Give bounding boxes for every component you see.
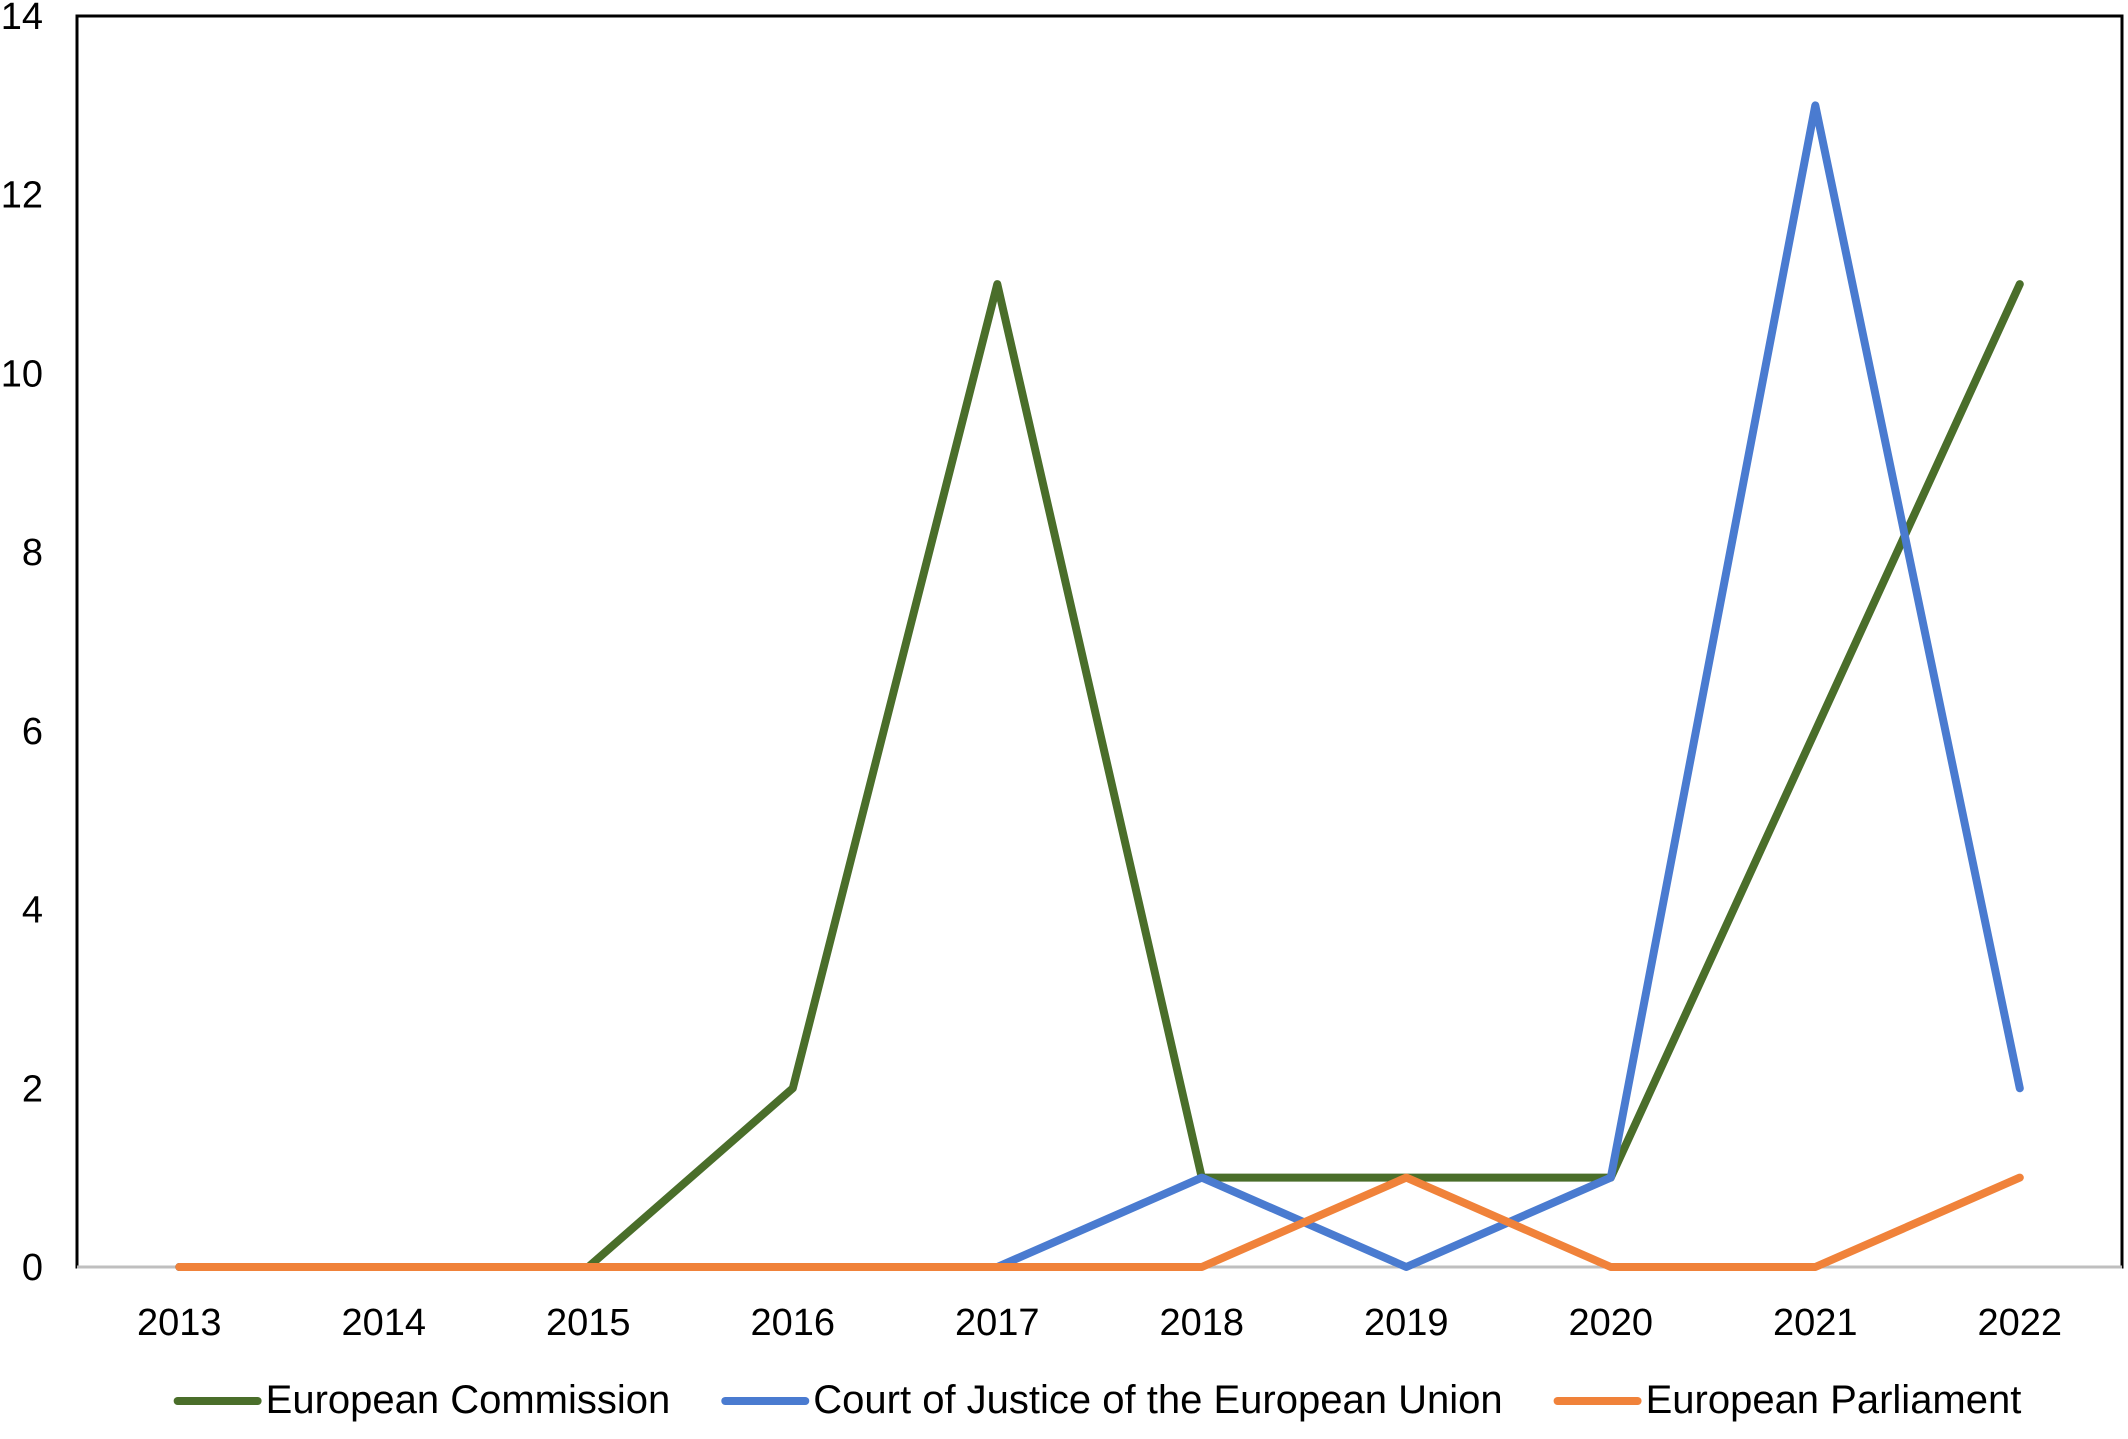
x-tick-label: 2019 <box>1364 1302 1449 1344</box>
y-tick-label: 10 <box>1 353 43 395</box>
series-line-2 <box>175 1173 2024 1271</box>
y-tick-label: 2 <box>22 1068 43 1110</box>
y-tick-label: 14 <box>1 0 43 38</box>
x-tick-label: 2014 <box>341 1302 426 1344</box>
legend-label: Court of Justice of the European Union <box>813 1378 1502 1422</box>
series-line-1 <box>175 101 2024 1271</box>
y-tick-label: 8 <box>22 532 43 574</box>
series-line-0 <box>175 280 2024 1271</box>
series-lines <box>175 101 2024 1271</box>
legend-item: Court of Justice of the European Union <box>721 1378 1503 1422</box>
x-tick-label: 2016 <box>750 1302 835 1344</box>
legend-label: European Commission <box>266 1378 671 1422</box>
legend: European Commission Court of Justice of t… <box>173 1378 2022 1422</box>
x-tick-label: 2013 <box>137 1302 222 1344</box>
x-tick-label: 2015 <box>546 1302 631 1344</box>
legend-item: European Commission <box>173 1378 671 1422</box>
x-tick-label: 2021 <box>1773 1302 1858 1344</box>
legend-item: European Parliament <box>1553 1378 2022 1422</box>
x-tick-label: 2018 <box>1159 1302 1244 1344</box>
y-tick-label: 0 <box>22 1247 43 1289</box>
x-tick-label: 2017 <box>955 1302 1040 1344</box>
y-tick-label: 12 <box>1 175 43 217</box>
x-axis-ticks: 2013 2014 2015 2016 2017 2018 2019 2020 2021 2022 <box>137 1302 2062 1344</box>
plot-area <box>75 14 2124 1269</box>
y-axis-ticks: 0 2 4 6 8 10 12 14 <box>1 0 43 1289</box>
x-tick-label: 2020 <box>1568 1302 1653 1344</box>
x-tick-label: 2022 <box>1977 1302 2062 1344</box>
y-tick-label: 6 <box>22 711 43 753</box>
plot-frame <box>75 14 2124 1269</box>
legend-label: European Parliament <box>1646 1378 2022 1422</box>
y-tick-label: 4 <box>22 890 43 932</box>
